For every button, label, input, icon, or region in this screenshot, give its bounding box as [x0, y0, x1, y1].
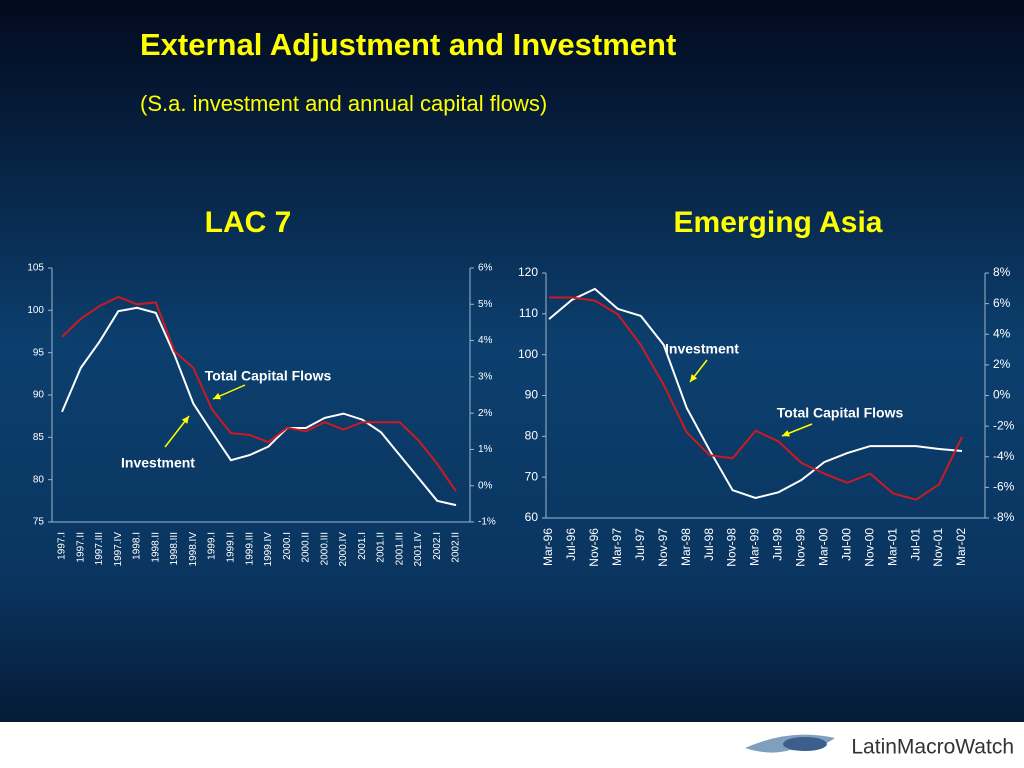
x-tick-label: 2001.II — [376, 532, 387, 563]
x-tick-label: 1998.III — [169, 532, 180, 565]
x-tick-label: 1998.I — [132, 532, 143, 560]
annotation: Total Capital Flows — [205, 368, 332, 384]
x-tick-label: 2001.IV — [413, 532, 424, 567]
x-tick-label: Nov-01 — [931, 528, 945, 567]
x-tick-label: Nov-98 — [725, 528, 739, 567]
x-tick-label: 1998.IV — [188, 532, 199, 567]
x-tick-label: Mar-98 — [679, 528, 693, 566]
series-line — [61, 295, 457, 492]
x-tick-label: Nov-97 — [656, 528, 670, 567]
x-tick-label: 1999.III — [244, 532, 255, 565]
y-tick-label: 100 — [27, 305, 44, 316]
y2-tick-label: -1% — [478, 517, 496, 528]
y2-tick-label: -8% — [993, 510, 1015, 524]
series-line — [549, 296, 963, 501]
y-tick-label: 90 — [33, 390, 45, 401]
x-tick-label: Mar-96 — [541, 528, 555, 566]
y2-tick-label: 2% — [478, 408, 493, 419]
y2-tick-label: 3% — [478, 371, 493, 382]
arrow-head — [213, 392, 221, 400]
logo-icon — [745, 734, 835, 753]
chart-title: LAC 7 — [205, 206, 292, 239]
x-tick-label: Jul-00 — [839, 528, 853, 561]
x-tick-label: Nov-99 — [794, 528, 808, 567]
y-tick-label: 75 — [33, 517, 45, 528]
x-tick-label: Jul-98 — [702, 528, 716, 561]
y-tick-label: 70 — [525, 469, 539, 483]
x-tick-label: Jul-96 — [564, 528, 578, 561]
x-tick-label: 2001.III — [394, 532, 405, 565]
y2-tick-label: -4% — [993, 449, 1015, 463]
x-tick-label: 1999.I — [207, 532, 218, 560]
x-tick-label: 1997.I — [57, 532, 68, 560]
x-tick-label: 1997.IV — [113, 532, 124, 567]
arrow-head — [690, 374, 698, 382]
y2-tick-label: -6% — [993, 480, 1015, 494]
y-tick-label: 110 — [519, 306, 538, 320]
y-tick-label: 85 — [33, 432, 45, 443]
x-tick-label: Nov-00 — [862, 528, 876, 567]
x-tick-label: Nov-96 — [587, 528, 601, 567]
arrow-head — [181, 416, 189, 424]
slide-title: External Adjustment and Investment — [140, 27, 676, 62]
series-line — [61, 306, 457, 507]
x-tick-label: Jul-01 — [908, 528, 922, 561]
x-tick-label: 2000.I — [282, 532, 293, 560]
x-tick-label: 1999.II — [225, 532, 236, 563]
y2-tick-label: 0% — [478, 480, 493, 491]
annotation: Total Capital Flows — [777, 405, 904, 421]
x-tick-label: Mar-97 — [610, 528, 624, 566]
y2-tick-label: 1% — [478, 444, 493, 455]
x-tick-label: 1998.II — [150, 532, 161, 563]
x-tick-label: 1997.II — [75, 532, 86, 563]
x-tick-label: 1999.IV — [263, 532, 274, 567]
footer-band — [0, 722, 1024, 768]
x-tick-label: 2001.I — [357, 532, 368, 560]
x-tick-label: 1997.III — [94, 532, 105, 565]
x-tick-label: Mar-01 — [885, 528, 899, 566]
y-tick-label: 105 — [27, 263, 44, 274]
x-tick-label: Mar-00 — [817, 528, 831, 566]
y2-tick-label: 8% — [993, 265, 1011, 279]
y2-tick-label: 6% — [478, 263, 493, 274]
series-line — [548, 287, 963, 500]
y2-tick-label: 0% — [993, 388, 1011, 402]
logo-fish — [783, 737, 827, 751]
y-tick-label: 100 — [518, 347, 538, 361]
y-tick-label: 120 — [518, 265, 538, 279]
y2-tick-label: 4% — [478, 335, 493, 346]
y2-tick-label: 6% — [993, 296, 1011, 310]
x-tick-label: 2000.III — [319, 532, 330, 565]
y2-tick-label: 4% — [993, 326, 1011, 340]
x-tick-label: Jul-97 — [633, 528, 647, 561]
x-tick-label: Mar-02 — [954, 528, 968, 566]
y-tick-label: 80 — [33, 474, 45, 485]
x-tick-label: Jul-99 — [771, 528, 785, 561]
x-tick-label: 2002.II — [451, 532, 462, 563]
x-tick-label: 2002.I — [432, 532, 443, 560]
y-tick-label: 60 — [525, 510, 539, 524]
logo-text: LatinMacroWatch — [851, 736, 1014, 759]
x-tick-label: 2000.II — [301, 532, 312, 563]
arrow-head — [782, 430, 790, 437]
x-tick-label: 2000.IV — [338, 532, 349, 567]
y-tick-label: 90 — [525, 388, 539, 402]
annotation: Investment — [665, 341, 739, 357]
y2-tick-label: -2% — [993, 418, 1015, 432]
y-tick-label: 80 — [525, 429, 539, 443]
chart-title: Emerging Asia — [674, 206, 883, 239]
y-tick-label: 95 — [33, 347, 45, 358]
slide-subtitle: (S.a. investment and annual capital flow… — [140, 91, 547, 116]
y2-tick-label: 5% — [478, 299, 493, 310]
y2-tick-label: 2% — [993, 357, 1011, 371]
annotation: Investment — [121, 455, 195, 471]
x-tick-label: Mar-99 — [748, 528, 762, 566]
